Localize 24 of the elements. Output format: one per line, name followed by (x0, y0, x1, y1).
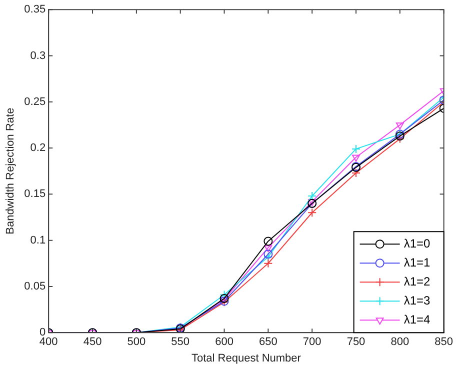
legend-label: λ1=4 (404, 312, 431, 326)
y-tick-label: 0.05 (24, 280, 46, 292)
x-tick-label: 750 (346, 336, 366, 348)
y-axis-title: Bandwidth Rejection Rate (4, 108, 17, 234)
x-tick-label: 600 (215, 336, 234, 348)
y-tick-label: 0.25 (24, 96, 46, 108)
legend-label: λ1=1 (404, 255, 431, 270)
x-axis-title: Total Request Number (191, 352, 302, 364)
x-tick-label: 400 (39, 336, 58, 348)
legend-label: λ1=2 (404, 274, 431, 288)
x-tick-label: 850 (434, 336, 454, 348)
y-tick-label: 0.1 (30, 234, 46, 246)
x-tick-label: 500 (127, 336, 146, 348)
y-tick-label: 0.35 (24, 4, 46, 16)
x-tick-label: 450 (83, 336, 102, 348)
x-tick-label: 550 (171, 336, 190, 348)
legend-label: λ1=3 (404, 293, 431, 308)
x-tick-label: 800 (390, 336, 410, 348)
y-tick-label: 0.3 (30, 50, 46, 62)
y-tick-label: 0.15 (24, 188, 46, 200)
x-tick-label: 700 (302, 336, 322, 348)
legend-label: λ1=0 (404, 236, 431, 250)
y-tick-label: 0.2 (30, 142, 46, 154)
x-tick-label: 650 (258, 336, 278, 348)
